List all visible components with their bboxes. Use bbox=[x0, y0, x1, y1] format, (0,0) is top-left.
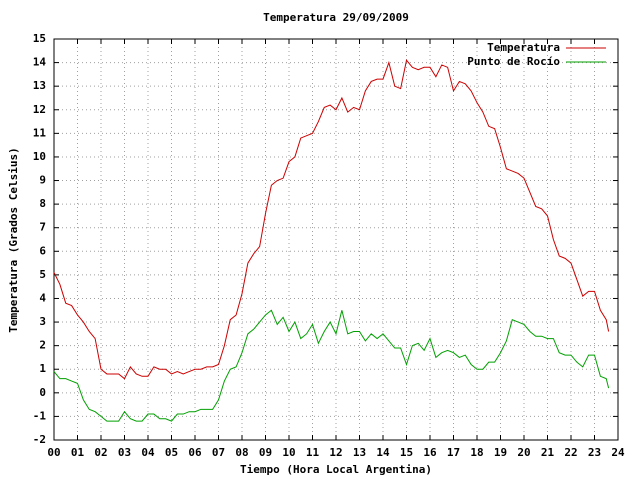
plot-frame bbox=[53, 38, 619, 441]
y-tick-label: 0 bbox=[39, 386, 46, 399]
x-tick-label: 11 bbox=[306, 446, 320, 459]
y-tick-label: -1 bbox=[33, 409, 47, 422]
x-tick-label: 08 bbox=[235, 446, 248, 459]
y-tick-label: 8 bbox=[39, 197, 46, 210]
x-tick-label: 02 bbox=[94, 446, 107, 459]
x-tick-label: 04 bbox=[141, 446, 155, 459]
x-tick-label: 24 bbox=[611, 446, 625, 459]
data-line bbox=[53, 309, 610, 422]
y-tick-label: 3 bbox=[39, 315, 46, 328]
x-axis-label: Tiempo (Hora Local Argentina) bbox=[240, 463, 432, 476]
x-tick-label: 22 bbox=[564, 446, 577, 459]
y-tick-label: 15 bbox=[33, 32, 46, 45]
legend-label: Punto de Rocío bbox=[467, 55, 560, 68]
x-tick-label: 00 bbox=[47, 446, 60, 459]
x-tick-label: 16 bbox=[423, 446, 437, 459]
y-tick-label: 1 bbox=[39, 362, 46, 375]
y-tick-label: 12 bbox=[33, 103, 46, 116]
data-line bbox=[53, 59, 610, 380]
x-tick-label: 06 bbox=[188, 446, 202, 459]
y-tick-label: 9 bbox=[39, 174, 46, 187]
y-tick-label: 11 bbox=[33, 126, 47, 139]
y-tick-label: 4 bbox=[39, 291, 46, 304]
x-tick-label: 01 bbox=[71, 446, 85, 459]
y-tick-label: 7 bbox=[39, 221, 46, 234]
x-tick-label: 21 bbox=[541, 446, 555, 459]
y-tick-label: 10 bbox=[33, 150, 46, 163]
x-tick-label: 13 bbox=[353, 446, 366, 459]
chart-title: Temperatura 29/09/2009 bbox=[263, 11, 409, 24]
x-tick-label: 20 bbox=[517, 446, 530, 459]
x-tick-label: 03 bbox=[118, 446, 131, 459]
y-tick-label: 6 bbox=[39, 244, 46, 257]
y-tick-label: -2 bbox=[33, 433, 46, 446]
x-tick-label: 05 bbox=[165, 446, 178, 459]
x-tick-label: 14 bbox=[376, 446, 390, 459]
y-tick-label: 14 bbox=[33, 56, 47, 69]
y-tick-label: 13 bbox=[33, 79, 46, 92]
y-axis-label: Temperatura (Grados Celsius) bbox=[7, 147, 20, 332]
x-tick-label: 23 bbox=[588, 446, 601, 459]
legend-label: Temperatura bbox=[487, 41, 560, 54]
x-tick-label: 17 bbox=[447, 446, 460, 459]
x-tick-label: 18 bbox=[470, 446, 483, 459]
x-tick-label: 15 bbox=[400, 446, 413, 459]
x-tick-label: 07 bbox=[212, 446, 225, 459]
y-tick-label: 2 bbox=[39, 339, 46, 352]
x-tick-label: 12 bbox=[329, 446, 342, 459]
x-tick-label: 09 bbox=[259, 446, 272, 459]
y-tick-label: 5 bbox=[39, 268, 46, 281]
x-tick-label: 10 bbox=[282, 446, 295, 459]
x-tick-label: 19 bbox=[494, 446, 507, 459]
